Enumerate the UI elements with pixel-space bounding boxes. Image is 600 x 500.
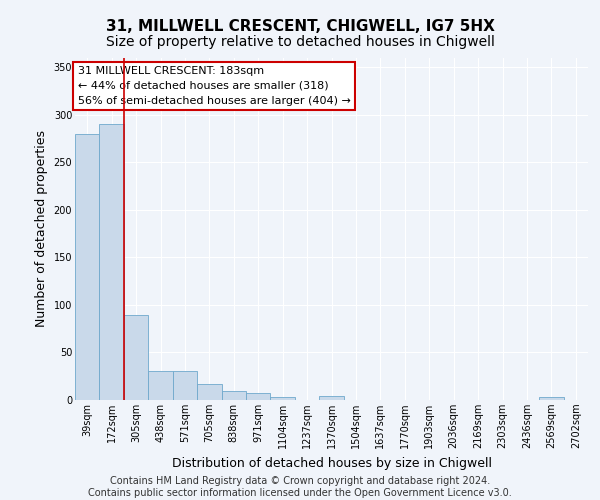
Bar [148,370,173,400]
Text: 31, MILLWELL CRESCENT, CHIGWELL, IG7 5HX: 31, MILLWELL CRESCENT, CHIGWELL, IG7 5HX [106,19,494,34]
Bar [271,397,295,400]
Bar [539,397,563,400]
Bar [319,396,344,400]
Text: Contains HM Land Registry data © Crown copyright and database right 2024.
Contai: Contains HM Land Registry data © Crown c… [88,476,512,498]
Y-axis label: Number of detached properties: Number of detached properties [35,130,48,327]
X-axis label: Distribution of detached houses by size in Chigwell: Distribution of detached houses by size … [172,456,491,469]
Bar [124,316,148,400]
Text: 31 MILLWELL CRESCENT: 183sqm
← 44% of detached houses are smaller (318)
56% of s: 31 MILLWELL CRESCENT: 183sqm ← 44% of de… [77,66,350,106]
Bar [221,392,246,400]
Bar [197,384,221,400]
Bar [75,134,100,400]
Bar [246,394,271,400]
Bar [100,124,124,400]
Text: Size of property relative to detached houses in Chigwell: Size of property relative to detached ho… [106,35,494,49]
Bar [173,370,197,400]
